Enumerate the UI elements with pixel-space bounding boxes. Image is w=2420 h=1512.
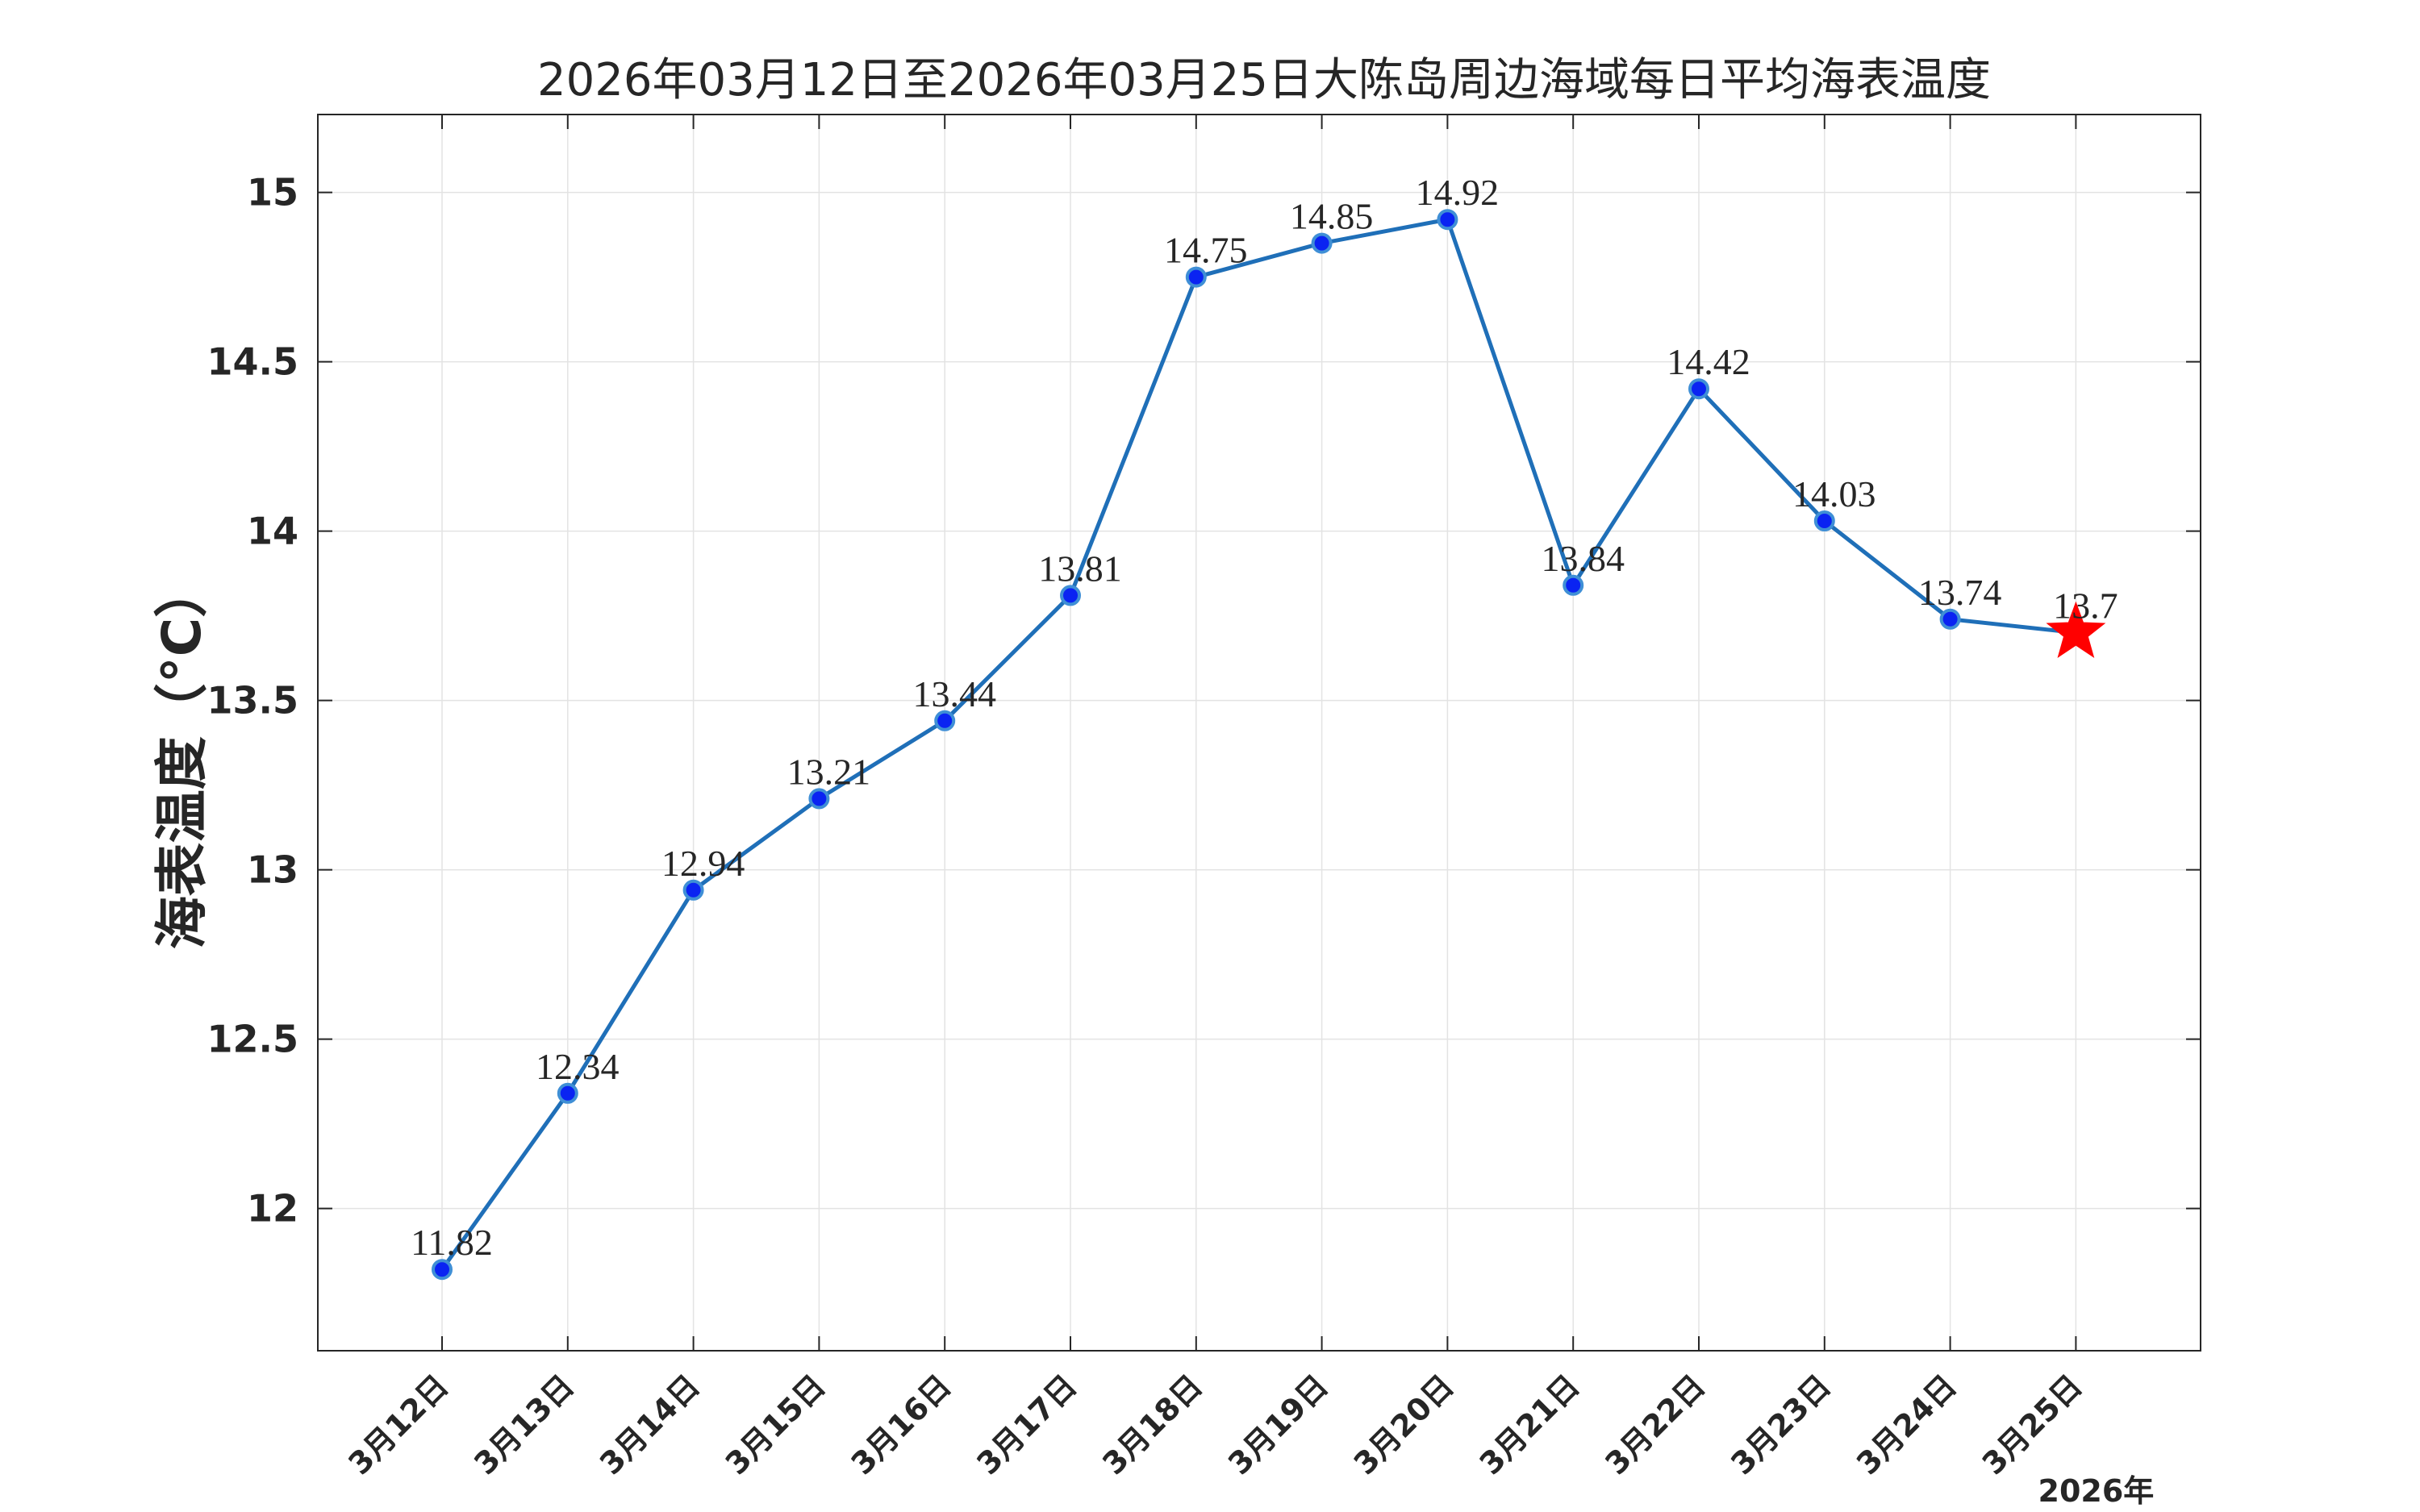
y-tick-label: 12.5 [207,1018,299,1061]
y-tick-label: 13 [247,848,298,892]
x-tick-label: 3月22日 [1598,1368,1712,1481]
data-label: 14.85 [1290,196,1374,237]
x-tick-label: 3月17日 [970,1368,1083,1481]
series: 11.82 12.34 12.94 13.21 13.44 13.81 14.75 14.85… [411,172,2118,1281]
data-point [1563,574,1584,596]
y-tick-label: 14 [247,510,298,553]
data-point [1813,510,1835,531]
x-tick-label: 3月19日 [1221,1368,1335,1481]
x-tick-label: 3月25日 [1976,1368,2089,1481]
data-point [557,1082,578,1104]
data-label: 12.94 [661,843,745,884]
data-label: 11.82 [411,1222,493,1263]
x-tick-label: 3月14日 [593,1368,707,1481]
series-line [440,217,2076,1271]
x-tick-label: 3月12日 [341,1368,455,1481]
y-tick-label: 14.5 [207,340,299,384]
data-point [1060,585,1081,606]
data-label: 14.75 [1164,230,1248,271]
data-label: 13.7 [2053,585,2118,627]
data-label: 13.21 [787,751,871,792]
data-point [808,788,830,810]
data-point [1311,232,1333,254]
data-label: 14.42 [1667,341,1750,382]
x-tick-label: 3月23日 [1724,1368,1838,1481]
data-label: 13.74 [1918,572,2002,613]
x-tick-label: 3月21日 [1473,1368,1587,1481]
x-tick-label: 3月16日 [845,1368,958,1481]
x-tick-label: 3月15日 [719,1368,832,1481]
data-label: 13.44 [912,673,996,714]
data-label: 14.92 [1416,172,1500,213]
y-axis: 12 12.5 13 13.5 14 14.5 15 [207,171,2201,1231]
y-tick-label: 15 [247,171,298,215]
grid [318,115,2201,1351]
plot-border [317,114,2201,1352]
data-point [682,879,704,901]
data-label: 14.03 [1792,473,1876,514]
x-tick-label: 3月20日 [1347,1368,1461,1481]
x-axis-year-note: 2026年 [2038,1473,2155,1509]
data-point [934,710,956,731]
data-point [1939,608,1961,630]
data-point-star [2046,601,2106,659]
data-label: 13.81 [1038,548,1122,589]
x-tick-label: 3月24日 [1850,1368,1963,1481]
y-axis-label: 海表温度（°C） [151,564,213,949]
data-point [1185,266,1207,288]
chart-title: 2026年03月12日至2026年03月25日大陈岛周边海域每日平均海表温度 [537,54,1991,106]
plot-area [318,115,2201,1351]
data-label: 12.34 [536,1046,620,1087]
data-point [432,1259,453,1281]
data-point [1688,378,1709,400]
x-tick-label: 3月18日 [1095,1368,1209,1481]
data-label: 13.84 [1541,538,1625,579]
x-tick-label: 3月13日 [467,1368,581,1481]
data-point [1437,209,1458,231]
y-tick-label: 12 [247,1187,298,1231]
y-tick-label: 13.5 [207,679,299,723]
